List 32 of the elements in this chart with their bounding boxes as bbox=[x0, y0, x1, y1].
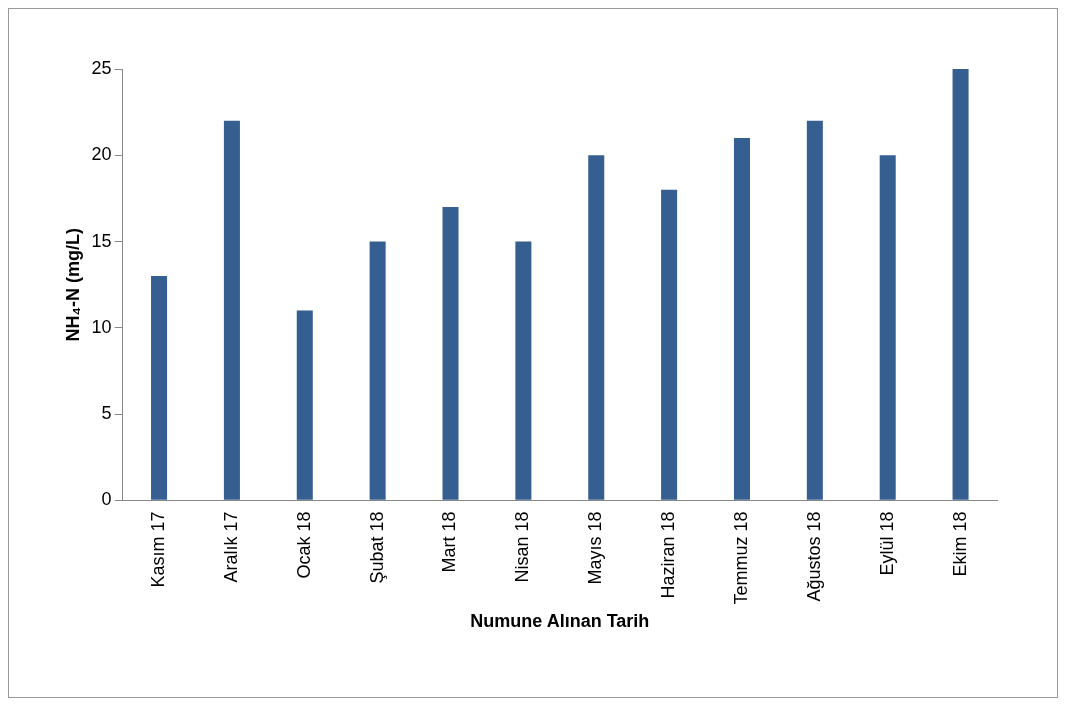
x-tick-label: Kasım 17 bbox=[148, 511, 169, 588]
x-tick-label: Ağustos 18 bbox=[803, 511, 824, 602]
bar bbox=[733, 138, 750, 500]
x-tick-label: Nisan 18 bbox=[512, 511, 533, 583]
y-tick-label: 10 bbox=[91, 316, 112, 337]
y-tick-label: 0 bbox=[101, 489, 112, 510]
y-axis-title: NH₄-N (mg/L) bbox=[62, 227, 83, 342]
bar bbox=[442, 207, 459, 500]
x-tick-label: Ocak 18 bbox=[293, 511, 314, 579]
x-axis-title: Numune Alınan Tarih bbox=[470, 611, 650, 632]
y-tick-label: 15 bbox=[91, 230, 112, 251]
x-tick-label: Aralık 17 bbox=[220, 511, 241, 583]
x-tick-label: Eylül 18 bbox=[876, 511, 897, 576]
x-tick-label: Ekim 18 bbox=[949, 511, 970, 577]
bar bbox=[952, 69, 969, 500]
y-tick-label: 5 bbox=[101, 403, 112, 424]
x-tick-label: Haziran 18 bbox=[658, 511, 679, 599]
x-tick-label: Mart 18 bbox=[439, 511, 460, 573]
bar bbox=[223, 120, 240, 500]
bar bbox=[151, 276, 168, 500]
bar bbox=[515, 241, 532, 500]
y-tick-label: 25 bbox=[91, 57, 112, 78]
bar bbox=[296, 310, 313, 500]
y-tick-label: 20 bbox=[91, 144, 112, 165]
bar bbox=[588, 155, 605, 500]
bar bbox=[369, 241, 386, 500]
x-tick-label: Şubat 18 bbox=[366, 511, 387, 584]
bar bbox=[661, 189, 678, 500]
bar bbox=[806, 120, 823, 500]
bar bbox=[879, 155, 896, 500]
x-tick-label: Temmuz 18 bbox=[730, 511, 751, 605]
x-tick-label: Mayıs 18 bbox=[585, 511, 606, 585]
